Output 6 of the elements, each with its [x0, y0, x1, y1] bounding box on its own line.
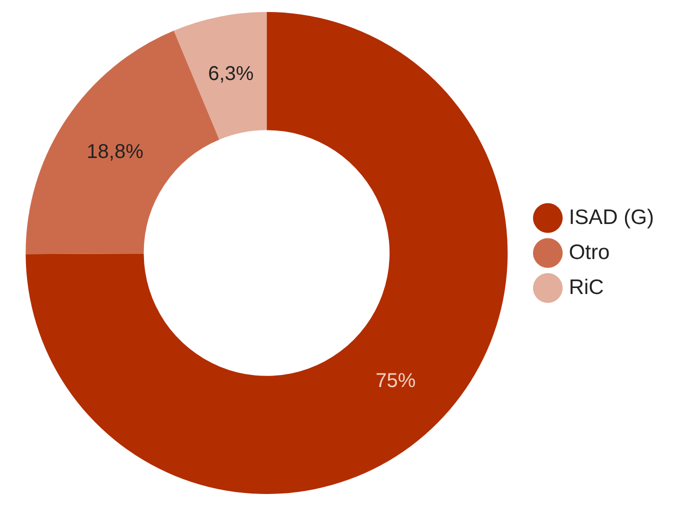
legend-label: ISAD (G) — [568, 206, 654, 229]
data-label: 6,3% — [208, 63, 254, 86]
legend-label: Otro — [568, 240, 610, 264]
data-label: 75% — [376, 370, 416, 392]
legend-label: RiC — [568, 276, 604, 299]
data-label: 18,8% — [86, 140, 144, 163]
